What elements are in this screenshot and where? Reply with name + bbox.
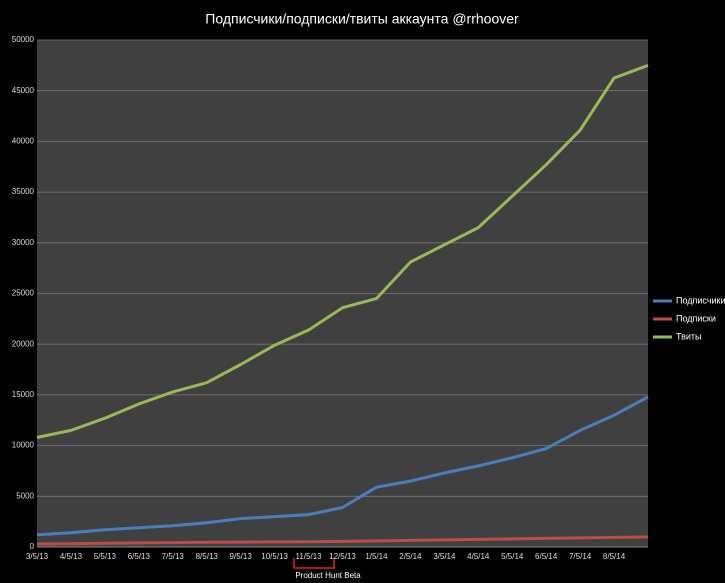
series-line [36, 395, 649, 537]
x-tick-label: 7/5/14 [569, 552, 592, 561]
x-tick-label: 5/5/14 [501, 552, 524, 561]
x-tick-label: 7/5/13 [162, 552, 185, 561]
y-tick-label: 35000 [12, 187, 35, 196]
x-tick-label: 11/5/13 [296, 552, 323, 561]
x-tick-label: 12/5/13 [329, 552, 356, 561]
y-tick-label: 0 [30, 542, 35, 551]
series-line [36, 63, 649, 439]
x-tick-label: 6/5/14 [535, 552, 558, 561]
x-tick-label: 3/5/14 [433, 552, 456, 561]
y-tick-label: 30000 [12, 238, 35, 247]
x-tick-label: 1/5/14 [365, 552, 388, 561]
x-tick-label: 3/5/13 [26, 552, 49, 561]
x-tick-label: 5/5/13 [94, 552, 117, 561]
y-tick-label: 40000 [12, 137, 35, 146]
y-tick-label: 45000 [12, 86, 35, 95]
series-line [36, 535, 649, 546]
legend-label: Твиты [676, 331, 702, 341]
y-tick-label: 25000 [12, 289, 35, 298]
y-tick-label: 15000 [12, 390, 35, 399]
x-tick-label: 8/5/13 [196, 552, 219, 561]
x-tick-label: 2/5/14 [399, 552, 422, 561]
annotation: Product Hunt Beta [295, 571, 361, 580]
x-tick-label: 9/5/13 [230, 552, 253, 561]
legend-label: Подписчики [676, 295, 725, 305]
x-tick-label: 4/5/14 [467, 552, 490, 561]
x-tick-label: 6/5/13 [128, 552, 151, 561]
x-tick-label: 10/5/13 [261, 552, 288, 561]
chart-title: Подписчики/подписки/твиты аккаунта @rrho… [205, 11, 519, 27]
y-tick-label: 20000 [12, 339, 35, 348]
x-tick-label: 8/5/14 [603, 552, 626, 561]
y-tick-label: 5000 [16, 491, 34, 500]
y-tick-label: 50000 [12, 35, 35, 44]
legend-label: Подписки [676, 313, 716, 323]
x-tick-label: 4/5/13 [60, 552, 83, 561]
y-tick-label: 10000 [12, 441, 35, 450]
annotation-bracket [293, 558, 335, 569]
